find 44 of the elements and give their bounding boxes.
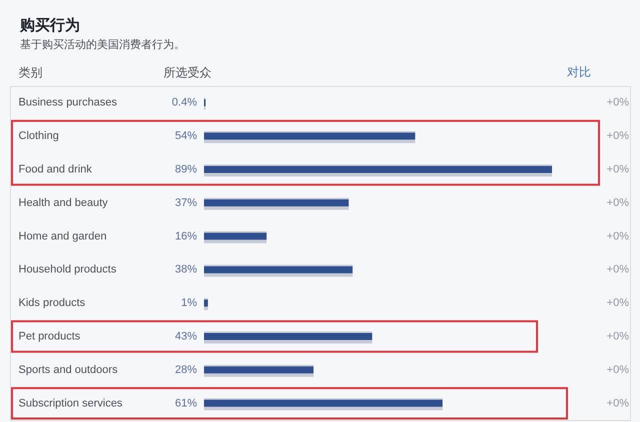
text: +0% — [606, 164, 630, 176]
y-tick-label: Subscription services — [18, 397, 123, 410]
text: +0% — [606, 397, 630, 410]
data-label: 1% — [181, 297, 198, 310]
y-tick-label: Kids products — [18, 297, 86, 310]
text: +0% — [606, 297, 630, 310]
text: 购买行为 — [19, 17, 80, 34]
data-label: 54% — [174, 130, 198, 142]
text: +0% — [606, 196, 630, 209]
text: +0% — [606, 364, 630, 376]
y-tick-label: Clothing — [18, 130, 59, 142]
bar — [204, 366, 314, 374]
bar — [204, 333, 372, 340]
text: +0% — [606, 96, 630, 109]
text: +0% — [606, 330, 630, 342]
y-axis-title: 类别 — [18, 66, 42, 80]
text: 基于购买活动的美国消费者行为。 — [20, 38, 185, 51]
data-label: 61% — [174, 397, 198, 410]
data-label: 37% — [174, 196, 198, 209]
text: +0% — [606, 130, 630, 142]
y-tick-label: Health and beauty — [18, 196, 108, 209]
bar — [204, 166, 552, 173]
data-label: 43% — [174, 330, 198, 342]
y-tick-label: Pet products — [18, 330, 81, 342]
y-tick-label: Home and garden — [18, 230, 107, 242]
x-axis-title: 所选受众 — [164, 66, 212, 80]
bar — [204, 300, 208, 307]
text: +0% — [606, 264, 630, 276]
text: +0% — [606, 230, 630, 242]
bar — [204, 400, 443, 407]
bar — [204, 199, 349, 206]
y-tick-label: Food and drink — [18, 164, 92, 176]
data-label: 0.4% — [172, 96, 198, 109]
text: 对比 — [567, 65, 591, 79]
bar — [204, 232, 267, 240]
data-label: 89% — [174, 164, 198, 176]
bar — [204, 132, 416, 140]
data-label: 28% — [174, 364, 198, 376]
data-label: 16% — [174, 230, 198, 242]
y-tick-label: Sports and outdoors — [18, 364, 118, 376]
y-tick-label: Business purchases — [18, 96, 118, 109]
y-tick-label: Household products — [18, 264, 117, 276]
bar — [204, 266, 353, 274]
data-label: 38% — [174, 264, 198, 276]
